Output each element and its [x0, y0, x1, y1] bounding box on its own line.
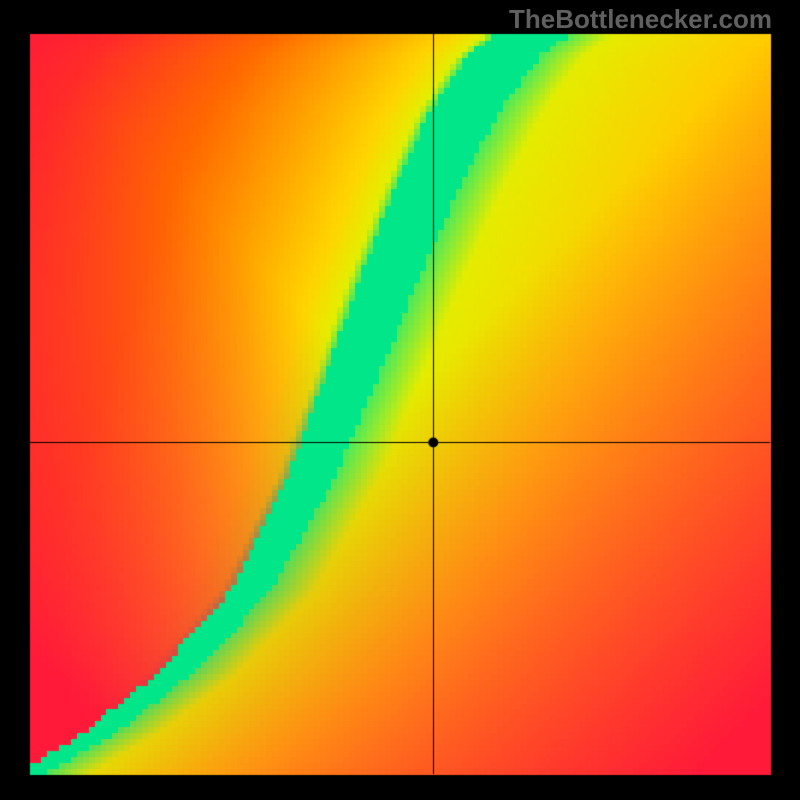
heatmap-canvas: [0, 0, 800, 800]
watermark-label: TheBottlenecker.com: [509, 4, 772, 35]
